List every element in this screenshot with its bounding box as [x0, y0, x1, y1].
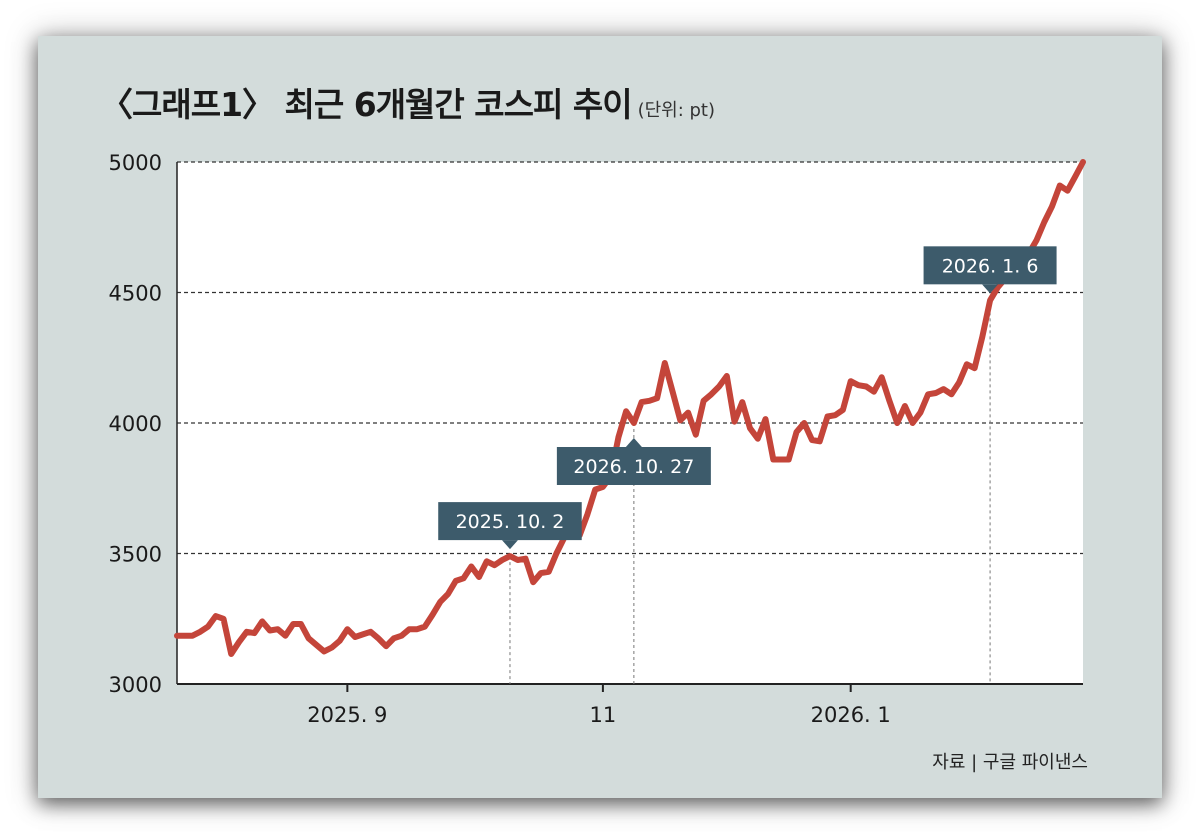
y-tick-label: 4500	[109, 282, 162, 306]
callout-box	[438, 502, 582, 541]
callout-box	[556, 447, 711, 485]
x-tick-label: 11	[590, 703, 617, 727]
callout-label: 2026. 1. 6	[942, 255, 1039, 277]
annotation-callouts: 2025. 10. 2 2026. 10. 27 2026. 1. 6	[438, 246, 1057, 550]
callout-box	[923, 246, 1057, 285]
series-group	[174, 159, 1086, 657]
y-tick-label: 3000	[109, 673, 162, 697]
callout-pointer	[501, 540, 518, 550]
x-tick-label: 2026. 1	[811, 703, 891, 727]
y-tick-label: 3500	[109, 543, 162, 567]
x-axis: 2025. 9 11 2026. 1	[176, 162, 1083, 727]
annotation-callout: 2026. 10. 27	[556, 438, 711, 485]
callout-label: 2025. 10. 2	[456, 511, 565, 533]
y-axis-ticks: 3000 3500 4000 4500 5000	[109, 151, 162, 697]
chart-title: 〈그래프1〉 최근 6개월간 코스피 추이 (단위: pt)	[100, 85, 715, 124]
unit-label: (단위: pt)	[637, 100, 715, 121]
callout-pointer	[982, 284, 999, 294]
x-tick-label: 2025. 9	[307, 703, 387, 727]
annotation-callout: 2025. 10. 2	[438, 502, 582, 550]
callout-pointer	[625, 438, 642, 447]
y-tick-label: 5000	[109, 151, 162, 175]
annotation-callout: 2026. 1. 6	[923, 246, 1057, 294]
grid-lines	[177, 161, 1083, 684]
y-tick-label: 4000	[109, 412, 162, 436]
source-note: 자료 | 구글 파이낸스	[932, 752, 1088, 773]
series-line	[174, 159, 1086, 657]
callout-label: 2026. 10. 27	[573, 456, 694, 478]
